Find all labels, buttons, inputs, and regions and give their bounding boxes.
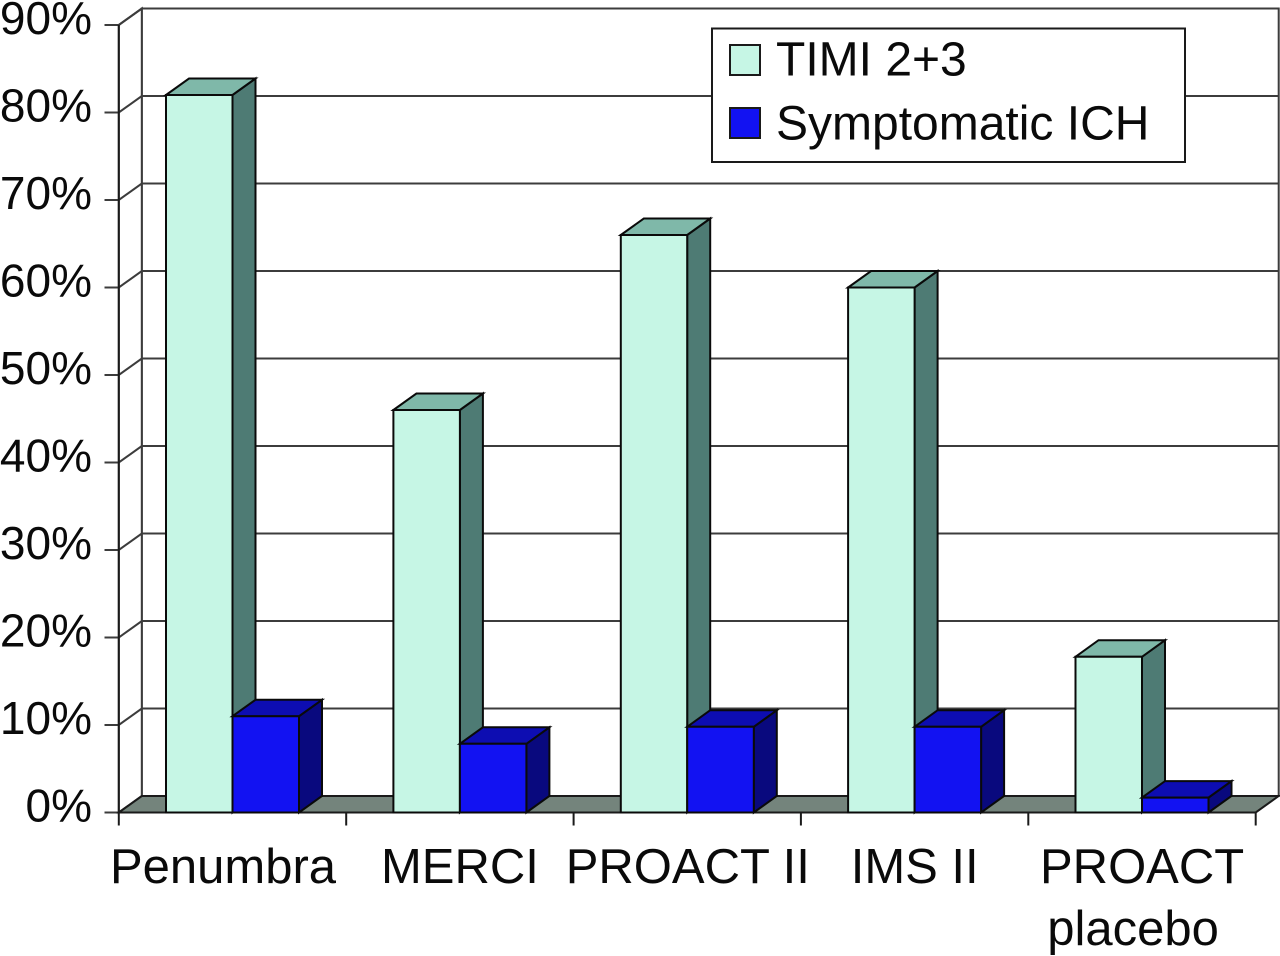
svg-text:placebo: placebo bbox=[1047, 902, 1219, 956]
svg-text:IMS II: IMS II bbox=[851, 840, 979, 894]
svg-text:50%: 50% bbox=[0, 342, 92, 394]
svg-text:0%: 0% bbox=[26, 780, 92, 832]
svg-text:70%: 70% bbox=[0, 167, 92, 219]
svg-text:PROACT: PROACT bbox=[1040, 840, 1244, 894]
svg-text:10%: 10% bbox=[0, 692, 92, 744]
svg-text:90%: 90% bbox=[0, 0, 92, 44]
svg-text:PROACT II: PROACT II bbox=[566, 840, 810, 894]
svg-text:MERCI: MERCI bbox=[381, 840, 539, 894]
svg-text:Penumbra: Penumbra bbox=[110, 840, 337, 894]
svg-text:TIMI 2+3: TIMI 2+3 bbox=[776, 34, 967, 87]
svg-text:20%: 20% bbox=[0, 605, 92, 657]
svg-text:40%: 40% bbox=[0, 430, 92, 482]
svg-text:Symptomatic ICH: Symptomatic ICH bbox=[776, 98, 1149, 151]
svg-text:30%: 30% bbox=[0, 517, 92, 569]
svg-text:60%: 60% bbox=[0, 255, 92, 307]
svg-text:80%: 80% bbox=[0, 80, 92, 132]
